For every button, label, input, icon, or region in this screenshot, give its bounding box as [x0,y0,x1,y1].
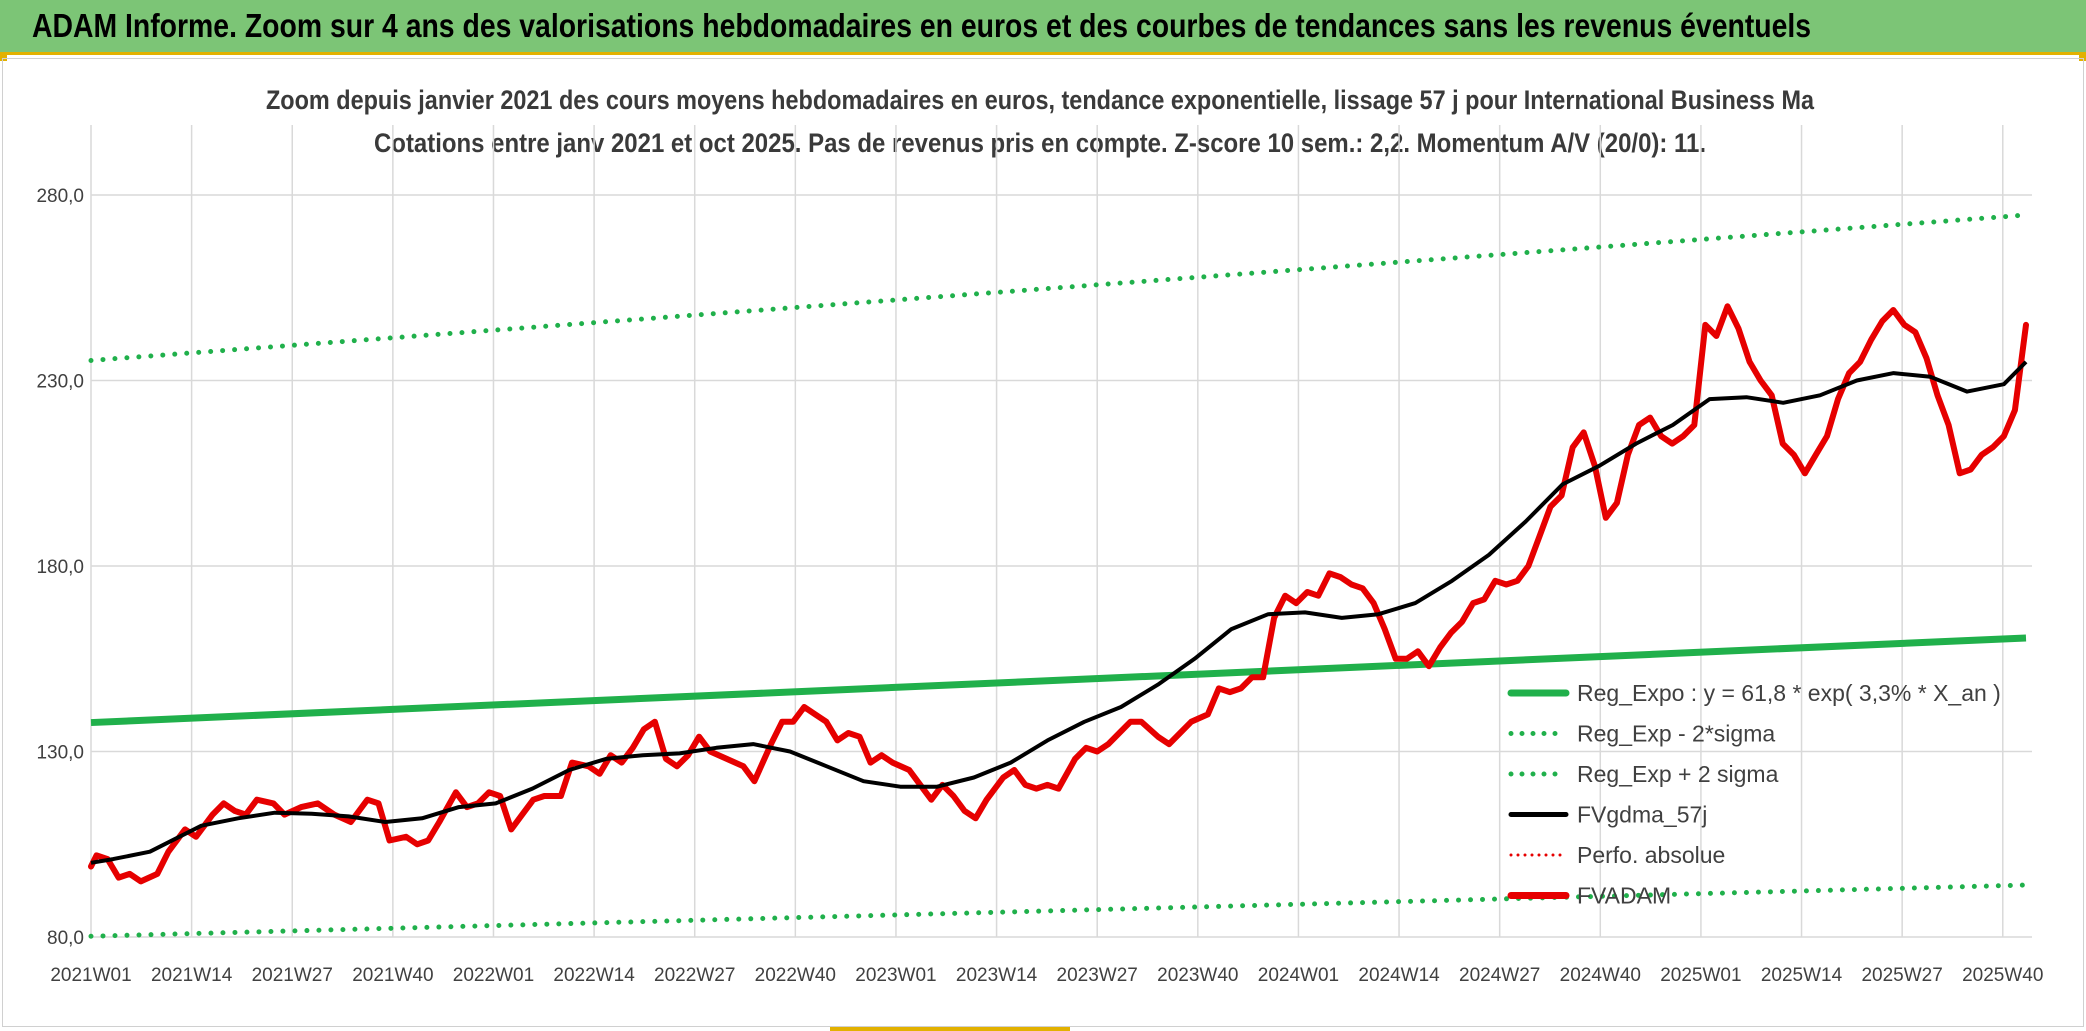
x-tick-label: 2024W01 [1258,965,1339,986]
legend-label: Perfo. absolue [1577,842,1725,868]
legend: Reg_Expo : y = 61,8 * exp( 3,3% * X_an )… [1507,680,2001,909]
y-tick-label: 280,0 [36,186,84,207]
x-tick-label: 2022W14 [553,965,635,986]
x-tick-label: 2025W01 [1660,965,1741,986]
x-tick-label: 2021W14 [151,965,233,986]
x-tick-label: 2021W01 [50,965,131,986]
legend-label: FVADAM [1577,883,1671,909]
chart-frame [2,58,2084,1027]
y-tick-label: 180,0 [36,557,84,578]
x-tick-label: 2024W14 [1358,965,1440,986]
x-tick-label: 2025W27 [1861,965,1942,986]
y-tick-label: 230,0 [36,372,84,393]
x-tick-label: 2023W14 [956,965,1038,986]
header-bar: ADAM Informe. Zoom sur 4 ans des valoris… [0,0,2086,55]
chart-title-line1: Zoom depuis janvier 2021 des cours moyen… [266,85,1815,115]
series-reg-expo [90,634,2027,727]
legend-label: FVgdma_57j [1577,802,1707,828]
series-fvadam [88,303,2029,885]
x-tick-label: 2024W40 [1560,965,1641,986]
x-tick-label: 2022W27 [654,965,735,986]
x-tick-label: 2023W01 [855,965,936,986]
legend-label: Reg_Exp - 2*sigma [1577,721,1775,747]
x-tick-label: 2025W40 [1962,965,2043,986]
grid [90,125,2032,938]
x-tick-label: 2021W27 [252,965,333,986]
x-tick-label: 2025W14 [1761,965,1843,986]
bottom-accent [830,1027,1070,1031]
legend-label: Reg_Exp + 2 sigma [1577,761,1779,787]
x-tick-label: 2022W01 [453,965,534,986]
y-tick-label: 130,0 [36,743,84,764]
x-tick-label: 2023W40 [1157,965,1238,986]
chart-title-line2: Cotations entre janv 2021 et oct 2025. P… [374,128,1706,158]
legend-label: Reg_Expo : y = 61,8 * exp( 3,3% * X_an ) [1577,680,2001,706]
x-tick-label: 2021W40 [352,965,433,986]
page-title: ADAM Informe. Zoom sur 4 ans des valoris… [32,7,1812,44]
y-tick-label: 80,0 [47,928,84,949]
series-group [88,212,2029,939]
x-tick-label: 2023W27 [1057,965,1138,986]
series-reg-minus-2sigma [88,882,2029,939]
x-tick-label: 2022W40 [755,965,836,986]
series-reg-plus-2sigma [88,212,2029,363]
x-tick-label: 2024W27 [1459,965,1540,986]
series-fvgdma [90,360,2028,865]
axis-labels: 80,0 130,0 180,0 230,0 280,0 2021W01 2021W14 20… [36,186,2043,986]
